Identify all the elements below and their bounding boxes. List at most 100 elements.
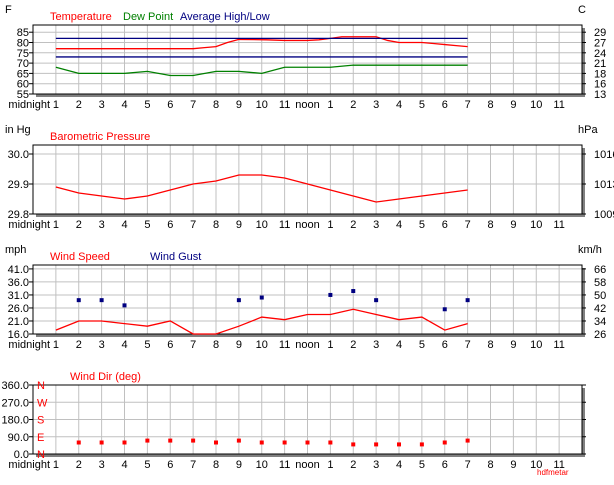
x-tick-label: 9 [236, 339, 242, 351]
x-tick-label: 9 [236, 99, 242, 111]
y-tick-label: 270.0 [1, 397, 29, 409]
x-tick-label: 1 [327, 99, 333, 111]
data-point [76, 298, 81, 303]
data-point [397, 442, 401, 447]
x-tick-label: 10 [530, 339, 542, 351]
x-tick-label: noon [295, 459, 319, 471]
x-tick-label: 11 [553, 99, 564, 111]
x-tick-label: 6 [442, 99, 448, 111]
x-tick-label: midnight [8, 339, 50, 351]
data-point [351, 442, 356, 447]
x-tick-label: 7 [190, 99, 196, 111]
data-point [442, 440, 447, 445]
compass-label: E [37, 432, 44, 444]
y2-tick-label: 50 [594, 290, 606, 302]
legend-entry: Wind Dir (deg) [70, 371, 141, 383]
x-tick-label: 9 [510, 219, 516, 231]
series-line-0 [55, 36, 468, 50]
data-point [328, 440, 333, 445]
x-tick-label: 3 [99, 99, 105, 111]
y-tick-label: 70 [17, 58, 29, 70]
x-tick-label: 5 [144, 99, 150, 111]
plot-frame [32, 24, 583, 95]
y2-tick-label: 24 [594, 48, 606, 60]
data-point [236, 298, 241, 303]
x-tick-label: 10 [256, 459, 268, 471]
x-tick-label: 4 [396, 219, 402, 231]
compass-label: W [37, 397, 48, 409]
x-tick-label: 10 [256, 219, 268, 231]
x-tick-label: 8 [213, 339, 219, 351]
data-point [374, 442, 379, 447]
x-tick-label: 9 [510, 339, 516, 351]
x-tick-label: 5 [419, 219, 425, 231]
x-tick-label: 8 [213, 459, 219, 471]
y2-tick-label: 16 [594, 79, 606, 91]
y-tick-label: 360.0 [1, 380, 29, 392]
y2-tick-label: 34 [594, 316, 606, 328]
chart-1: 30.029.929.8101610131009in HghPaBarometr… [5, 124, 614, 231]
x-tick-label: 1 [53, 339, 59, 351]
data-point [214, 440, 218, 445]
y-tick-label: 85 [17, 27, 29, 39]
x-tick-label: 11 [553, 459, 564, 471]
data-point [122, 303, 127, 308]
y2-tick-label: 27 [594, 38, 606, 50]
x-tick-label: 2 [76, 459, 82, 471]
y-tick-label: 65 [17, 68, 29, 80]
x-tick-label: 4 [121, 459, 127, 471]
legend-entry: Dew Point [123, 11, 173, 23]
x-tick-label: 6 [167, 339, 173, 351]
plot-frame [32, 144, 583, 215]
x-tick-label: 11 [279, 219, 290, 231]
y-tick-label: 36.0 [8, 277, 29, 289]
y-tick-label: 29.8 [8, 209, 29, 221]
x-tick-label: 11 [279, 99, 290, 111]
right-unit: km/h [578, 244, 602, 256]
x-tick-label: 7 [465, 459, 471, 471]
data-point [351, 289, 356, 294]
x-tick-label: 1 [53, 219, 59, 231]
data-point [259, 440, 264, 445]
x-tick-label: 10 [530, 219, 542, 231]
x-tick-label: 11 [553, 219, 564, 231]
x-tick-label: 9 [510, 99, 516, 111]
data-point [122, 440, 127, 445]
left-unit: F [5, 4, 12, 16]
series-line-0 [55, 308, 468, 335]
y-tick-label: 180.0 [1, 415, 29, 427]
x-tick-label: 2 [76, 219, 82, 231]
compass-label: N [37, 380, 45, 392]
y-tick-label: 21.0 [8, 316, 29, 328]
series-line-0 [55, 174, 468, 203]
y2-tick-label: 1009 [594, 209, 614, 221]
x-tick-label: 7 [465, 99, 471, 111]
data-point [168, 438, 173, 443]
x-tick-label: 5 [419, 339, 425, 351]
x-tick-label: 6 [442, 219, 448, 231]
x-tick-label: 11 [553, 339, 564, 351]
x-tick-label: 9 [510, 459, 516, 471]
data-point [191, 438, 196, 443]
x-tick-label: 4 [396, 339, 402, 351]
series-line-1 [55, 64, 468, 77]
data-point [442, 307, 447, 312]
x-tick-label: 4 [396, 459, 402, 471]
x-tick-label: 2 [350, 339, 356, 351]
x-tick-label: 1 [327, 459, 333, 471]
x-tick-label: 3 [373, 219, 379, 231]
x-tick-label: 5 [144, 339, 150, 351]
data-point [465, 298, 470, 303]
x-tick-label: 3 [99, 339, 105, 351]
compass-label: S [37, 415, 44, 427]
x-tick-label: 2 [76, 339, 82, 351]
y-tick-label: 26.0 [8, 303, 29, 315]
data-point [305, 440, 310, 445]
x-tick-label: 10 [256, 339, 268, 351]
x-tick-label: 10 [530, 99, 542, 111]
y-tick-label: 80 [17, 38, 29, 50]
x-tick-label: 11 [279, 339, 290, 351]
legend-entry: Temperature [50, 11, 112, 23]
